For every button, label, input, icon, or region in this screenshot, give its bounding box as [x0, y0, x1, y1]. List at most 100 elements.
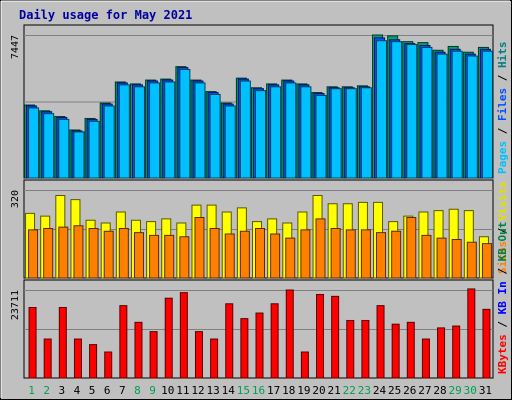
bar-sites-day-24	[376, 232, 387, 279]
bar-pages-day-28	[436, 53, 448, 179]
bar-sites-day-14	[224, 233, 235, 279]
x-tick-label: 25	[388, 384, 401, 397]
bar-sites-day-22	[345, 229, 356, 279]
bar-pages-day-24	[376, 40, 388, 179]
bar-pages-day-13	[209, 93, 221, 179]
bar-kbytes-day-18	[285, 289, 294, 379]
x-tick-label: 27	[418, 384, 431, 397]
bar-sites-day-9	[149, 234, 160, 279]
bar-pages-day-20	[315, 94, 327, 179]
series-label-part: Pages	[496, 141, 509, 174]
x-tick-label: 18	[282, 384, 295, 397]
bar-pages-day-3	[58, 118, 70, 179]
bar-sites-day-1	[28, 229, 39, 279]
bar-sites-day-13	[209, 228, 220, 279]
x-tick-label: 15	[237, 384, 250, 397]
bar-sites-day-4	[73, 225, 84, 279]
bar-pages-day-22	[345, 88, 357, 179]
x-tick-label: 12	[191, 384, 204, 397]
bar-kbytes-day-16	[255, 312, 264, 379]
bar-kbytes-day-29	[452, 325, 461, 379]
bar-sites-day-25	[391, 230, 402, 279]
bar-sites-day-18	[285, 237, 296, 279]
bar-kbytes-day-20	[316, 293, 325, 379]
bar-sites-day-23	[360, 229, 371, 279]
bar-pages-day-5	[88, 120, 100, 179]
x-tick-label: 3	[59, 384, 66, 397]
bar-kbytes-day-5	[89, 344, 98, 379]
bar-kbytes-day-22	[346, 319, 355, 379]
x-tick-label: 13	[206, 384, 219, 397]
x-tick-label: 20	[312, 384, 325, 397]
bar-sites-day-7	[118, 228, 129, 279]
x-tick-label: 11	[176, 384, 189, 397]
bar-pages-day-27	[421, 46, 433, 179]
bar-pages-day-6	[103, 105, 115, 179]
x-tick-label: 29	[449, 384, 462, 397]
x-tick-label: 16	[252, 384, 265, 397]
x-tick-label: 22	[343, 384, 356, 397]
series-label-part: Visits	[496, 181, 509, 221]
bar-kbytes-day-2	[43, 338, 52, 379]
bar-sites-day-28	[436, 237, 447, 279]
bar-sites-day-16	[255, 228, 265, 279]
x-tick-label: 17	[267, 384, 280, 397]
bar-kbytes-day-11	[179, 292, 188, 379]
bar-sites-day-20	[315, 218, 326, 279]
series-label-part: KB Out	[496, 222, 509, 262]
bar-pages-day-18	[285, 82, 297, 179]
bar-pages-day-15	[239, 80, 251, 179]
ymax-label-middle: 320	[10, 190, 21, 208]
ymax-label-top: 7447	[10, 35, 21, 59]
bar-sites-day-6	[103, 230, 114, 279]
bar-pages-day-29	[451, 50, 463, 179]
bar-pages-day-12	[194, 82, 206, 179]
series-label-part: KBytes	[496, 334, 509, 374]
bar-pages-day-17	[270, 86, 282, 179]
bar-kbytes-day-6	[104, 351, 113, 379]
bar-sites-day-26	[406, 217, 417, 279]
bar-sites-day-12	[194, 217, 205, 279]
bar-sites-day-3	[58, 226, 69, 279]
bar-pages-day-10	[164, 81, 176, 179]
x-tick-label: 1	[28, 384, 35, 397]
series-label-part: Hits	[496, 42, 509, 69]
bar-kbytes-day-13	[210, 338, 219, 379]
bar-pages-day-25	[391, 41, 403, 179]
bar-pages-day-7	[118, 84, 130, 179]
x-tick-label: 9	[149, 384, 156, 397]
bar-kbytes-day-10	[164, 297, 173, 379]
x-tick-label: 21	[328, 384, 341, 397]
x-tick-label: 19	[297, 384, 310, 397]
series-label-bottom: KBytes / KB In / KB Out	[496, 222, 509, 374]
bar-kbytes-day-26	[406, 321, 415, 379]
x-tick-label: 23	[358, 384, 371, 397]
bar-sites-day-29	[451, 239, 462, 279]
bar-kbytes-day-4	[73, 338, 82, 379]
chart-panels: 7447 Pages / Files / Hits 320 Sites / Visit…	[10, 24, 509, 379]
bar-pages-day-30	[466, 55, 478, 179]
bar-sites-day-11	[179, 236, 190, 279]
bar-kbytes-day-8	[134, 321, 143, 379]
bar-kbytes-day-30	[467, 288, 476, 379]
bar-sites-day-19	[300, 229, 311, 279]
bar-pages-day-23	[360, 87, 372, 179]
bar-pages-day-19	[300, 86, 312, 179]
bar-pages-day-26	[406, 44, 418, 179]
bar-sites-day-31	[481, 243, 492, 279]
bar-pages-day-31	[481, 50, 493, 179]
bar-kbytes-day-14	[225, 303, 234, 379]
bar-pages-day-16	[255, 90, 266, 179]
x-tick-label: 24	[373, 384, 387, 397]
series-label-top: Pages / Files / Hits	[496, 42, 509, 175]
x-tick-label: 14	[222, 384, 236, 397]
x-tick-label: 7	[119, 384, 126, 397]
series-label-part: KB In	[496, 281, 509, 314]
bar-kbytes-day-3	[58, 306, 67, 379]
bar-sites-day-8	[133, 232, 144, 279]
series-label-part: Sites	[496, 241, 509, 274]
bar-kbytes-day-27	[421, 338, 430, 379]
bar-sites-day-5	[88, 228, 99, 279]
x-tick-label: 28	[433, 384, 446, 397]
bar-kbytes-day-25	[391, 323, 400, 379]
